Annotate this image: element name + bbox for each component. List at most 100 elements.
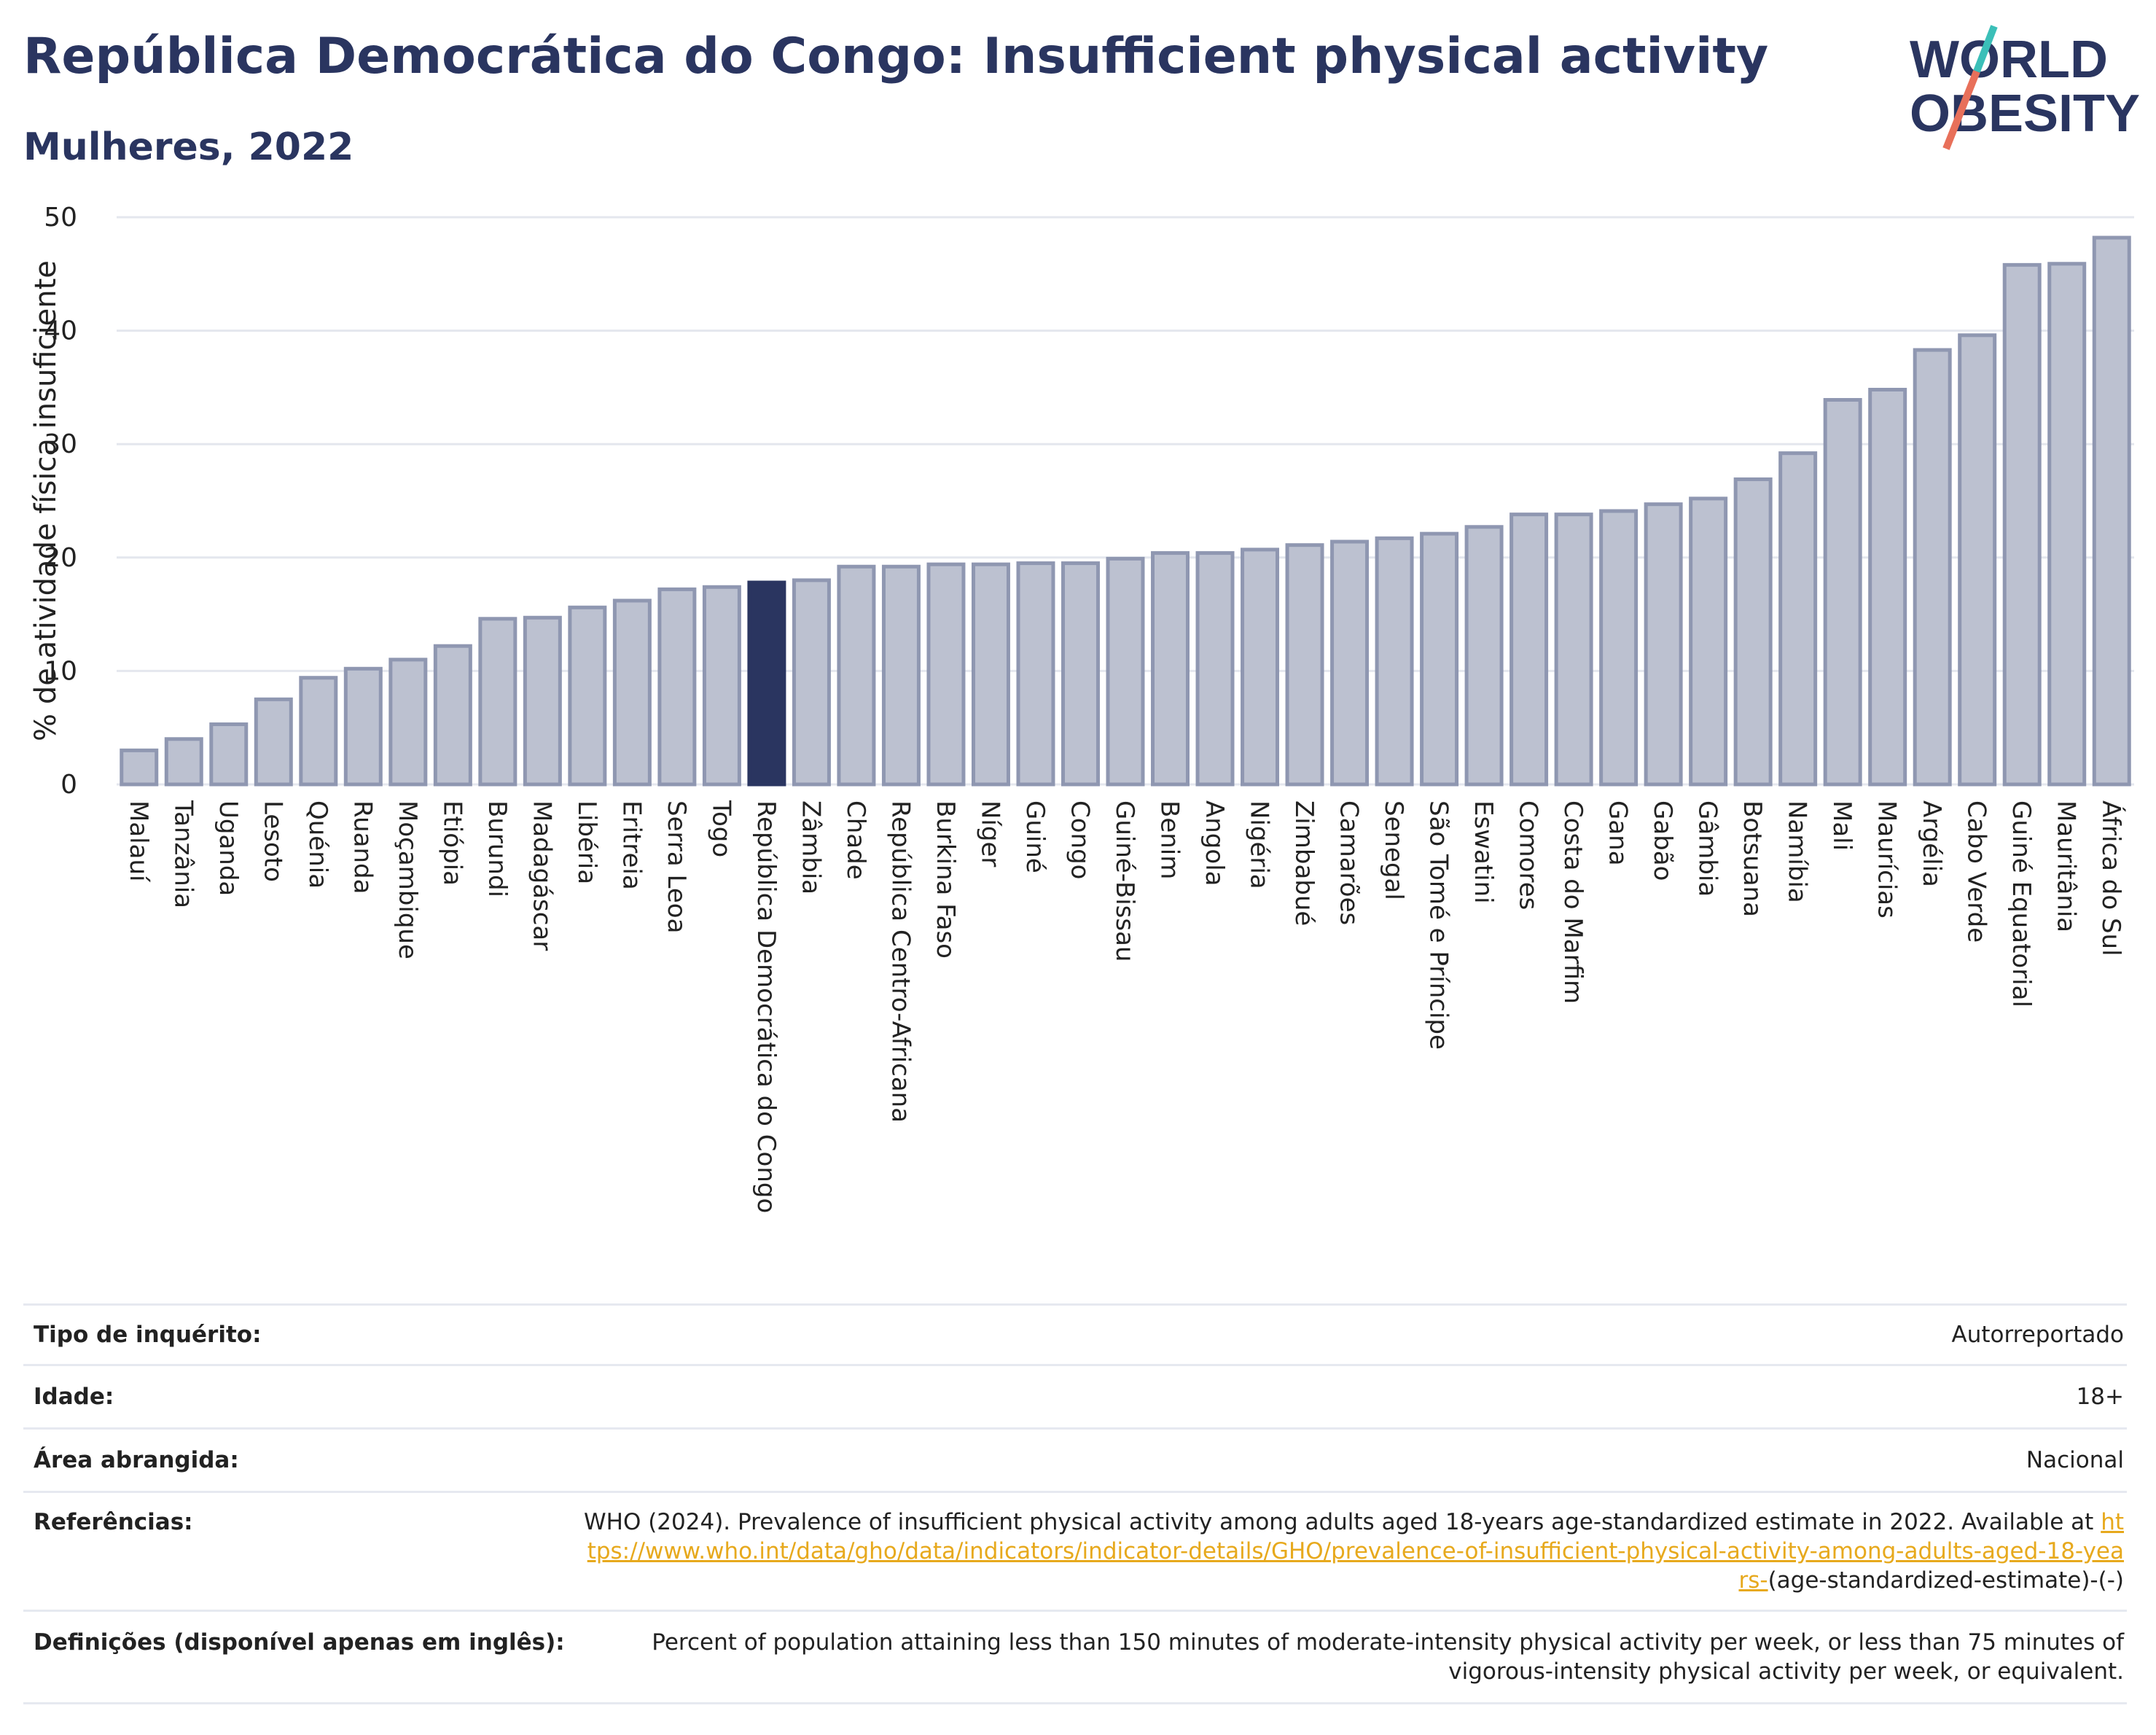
bar-36 xyxy=(1733,477,1773,787)
y-tick-label-30: 30 xyxy=(44,429,77,459)
x-tick-label-37: Namíbia xyxy=(1783,800,1812,903)
y-tick-label-50: 50 xyxy=(44,203,77,233)
bar-37 xyxy=(1778,451,1818,787)
x-tick-label-5: Ruanda xyxy=(348,800,377,894)
bar-16 xyxy=(837,564,876,787)
bar-34 xyxy=(1644,502,1683,787)
y-tick-label-40: 40 xyxy=(44,316,77,346)
bar-44 xyxy=(2092,235,2131,787)
bar-chart: 0 10 20 30 40 50 % de atividade física insufic… xyxy=(29,203,2134,1213)
x-tick-label-24: Angola xyxy=(1200,800,1229,886)
x-tick-label-23: Benim xyxy=(1155,800,1184,879)
bar-11 xyxy=(612,599,652,787)
bar-8 xyxy=(478,617,517,787)
bar-33 xyxy=(1599,509,1639,787)
bar-14 xyxy=(747,580,786,787)
x-tick-label-19: Níger xyxy=(975,800,1004,867)
x-tick-label-1: Tanzânia xyxy=(168,800,198,908)
x-tick-label-33: Gana xyxy=(1604,800,1633,866)
survey-label: Tipo de inquérito: xyxy=(34,1322,262,1348)
bar-38 xyxy=(1823,398,1862,787)
area-label: Área abrangida: xyxy=(34,1447,239,1473)
area-value: Nacional xyxy=(2026,1447,2124,1473)
references-text: WHO (2024). Prevalence of insufficient p… xyxy=(583,1509,2094,1535)
bar-19 xyxy=(971,562,1010,787)
x-tick-label-32: Costa do Marfim xyxy=(1558,800,1587,1004)
x-tick-label-18: Burkina Faso xyxy=(931,800,960,959)
bar-24 xyxy=(1195,551,1235,787)
bar-39 xyxy=(1868,388,1907,787)
definitions-value: Percent of population attaining less tha… xyxy=(652,1629,2124,1685)
x-tick-label-22: Guiné-Bissau xyxy=(1110,800,1139,962)
x-tick-label-14: República Democrática do Congo xyxy=(751,800,781,1213)
bar-42 xyxy=(2002,262,2042,787)
logo-line2: OBESITY xyxy=(1910,85,2140,143)
x-tick-label-21: Congo xyxy=(1065,800,1094,879)
x-tick-label-44: África do Sul xyxy=(2096,800,2126,956)
y-axis-label: % de atividade física insuficiente xyxy=(29,260,63,741)
x-tick-label-13: Togo xyxy=(706,800,735,857)
x-tick-label-34: Gabão xyxy=(1648,800,1677,881)
x-tick-label-28: Senegal xyxy=(1379,800,1408,900)
x-tick-label-43: Mauritânia xyxy=(2052,800,2081,932)
x-tick-label-12: Serra Leoa xyxy=(662,800,691,933)
x-tick-label-42: Guiné Equatorial xyxy=(2007,800,2036,1007)
bar-41 xyxy=(1958,333,1997,787)
bar-2 xyxy=(209,722,249,787)
logo-line1: WORLD xyxy=(1910,31,2108,89)
references-link[interactable]: https://www.who.int/data/gho/data/indica… xyxy=(587,1509,2124,1594)
x-tick-label-20: Guiné xyxy=(1020,800,1050,873)
x-tick-label-8: Burundi xyxy=(483,800,512,897)
x-tick-label-36: Botsuana xyxy=(1738,800,1767,917)
bar-10 xyxy=(568,605,607,787)
x-tick-label-6: Moçambique xyxy=(393,800,422,959)
info-row-survey: Tipo de inquérito: Autorreportado xyxy=(23,1303,2127,1364)
x-tick-label-29: São Tomé e Príncipe xyxy=(1424,800,1453,1050)
bar-15 xyxy=(792,578,831,787)
bar-26 xyxy=(1285,543,1324,787)
info-table: Tipo de inquérito: Autorreportado Idade:… xyxy=(23,1303,2127,1704)
chart-subtitle: Mulheres, 2022 xyxy=(23,125,354,169)
bar-35 xyxy=(1689,496,1728,787)
x-tick-label-2: Uganda xyxy=(214,800,243,896)
info-row-definitions: Definições (disponível apenas em inglês)… xyxy=(23,1610,2127,1704)
x-tick-label-15: Zâmbia xyxy=(796,800,825,894)
bar-17 xyxy=(881,564,921,787)
bar-3 xyxy=(254,697,293,787)
bar-23 xyxy=(1151,551,1190,787)
x-tick-label-30: Eswatini xyxy=(1469,800,1498,904)
world-obesity-logo: WORLD OBESITY xyxy=(1910,25,2140,150)
bar-1 xyxy=(164,737,203,787)
bar-6 xyxy=(388,658,428,787)
definitions-label: Definições (disponível apenas em inglês)… xyxy=(34,1629,565,1656)
x-tick-label-16: Chade xyxy=(841,800,870,880)
bar-22 xyxy=(1106,556,1145,787)
bar-29 xyxy=(1420,531,1459,787)
bar-32 xyxy=(1554,512,1593,787)
bar-12 xyxy=(657,587,697,787)
x-tick-label-26: Zimbabué xyxy=(1289,800,1319,926)
bar-5 xyxy=(343,666,383,787)
age-label: Idade: xyxy=(34,1384,114,1410)
chart-title: República Democrática do Congo: Insuffic… xyxy=(23,28,1769,85)
bar-13 xyxy=(702,585,741,787)
info-row-area: Área abrangida: Nacional xyxy=(23,1427,2127,1491)
x-tick-label-17: República Centro-Africana xyxy=(886,800,915,1123)
bar-43 xyxy=(2047,262,2087,787)
bar-25 xyxy=(1241,547,1280,787)
x-tick-label-3: Lesoto xyxy=(258,800,287,882)
y-tick-label-0: 0 xyxy=(60,770,77,800)
bar-0 xyxy=(120,748,159,787)
bar-27 xyxy=(1330,539,1370,787)
x-tick-label-35: Gâmbia xyxy=(1693,800,1722,897)
logo-slash-coral xyxy=(1942,70,1980,150)
x-tick-label-38: Mali xyxy=(1827,800,1856,851)
x-tick-label-25: Nigéria xyxy=(1245,800,1274,889)
references-suffix: (age-standardized-estimate)-(-) xyxy=(1768,1567,2124,1594)
y-tick-label-10: 10 xyxy=(44,656,77,686)
bar-31 xyxy=(1509,512,1549,787)
bar-18 xyxy=(926,562,966,787)
logo-slash-teal xyxy=(1973,25,1998,73)
x-tick-label-10: Libéria xyxy=(572,800,601,884)
y-tick-label-20: 20 xyxy=(44,543,77,573)
